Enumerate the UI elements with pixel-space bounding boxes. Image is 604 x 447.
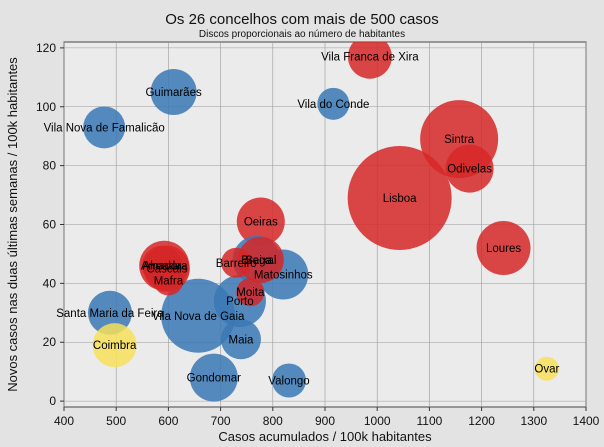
y-axis-label: Novos casos nas duas últimas semanas / 1… <box>5 57 20 392</box>
bubble-oeiras <box>236 197 285 246</box>
bubble-label: Loures <box>486 243 521 255</box>
y-tick-label: 60 <box>43 218 57 232</box>
x-tick-label: 600 <box>158 414 178 428</box>
y-tick-label: 120 <box>36 41 56 55</box>
y-tick-label: 20 <box>43 335 57 349</box>
x-tick-label: 1300 <box>520 414 547 428</box>
bubble-label: Braga <box>241 255 272 267</box>
bubbles-layer <box>83 42 559 402</box>
x-tick-label: 800 <box>263 414 283 428</box>
bubble-vila-do-conde <box>317 87 350 120</box>
bubble-label: Barreiro <box>216 258 257 270</box>
y-tick-label: 0 <box>49 394 56 408</box>
bubble-labels: Lisboa Sintra Vila Nova de Gaia Porto Loures… <box>44 52 560 388</box>
bubble-moita <box>236 278 265 307</box>
chart-subtitle: Discos proporcionais ao número de habita… <box>199 29 405 40</box>
bubble-odivelas <box>445 144 494 193</box>
y-tick-label: 40 <box>43 276 57 290</box>
x-tick-label: 1200 <box>468 414 495 428</box>
bubble-label: Oeiras <box>244 217 278 229</box>
bubble-label: Seixal <box>245 255 276 267</box>
bubble-maia <box>220 319 261 360</box>
bubble-lisboa <box>347 146 452 251</box>
bubble-label: Gondomar <box>187 373 242 385</box>
bubble-label: Odivelas <box>447 164 492 176</box>
bubble-label: Cascais <box>146 264 187 276</box>
bubble-label: Matosinhos <box>254 270 313 282</box>
bubble-label: Ovar <box>534 364 559 376</box>
bubble-ovar <box>534 356 559 381</box>
bubble-loures <box>476 221 531 276</box>
x-tick-label: 700 <box>211 414 231 428</box>
bubble-label: Amadora <box>141 261 188 273</box>
bubble-guimar-es <box>150 69 197 116</box>
bubble-label: Porto <box>226 296 254 308</box>
x-tick-label: 400 <box>54 414 74 428</box>
y-tick-label: 100 <box>36 100 56 114</box>
bubble-coimbra <box>92 323 137 368</box>
bubble-barreiro <box>221 247 252 278</box>
bubble-label: Sintra <box>444 134 475 146</box>
bubble-label: Coimbra <box>93 340 137 352</box>
bubble-gondomar <box>189 353 238 402</box>
bubble-label: Santa Maria da Feira <box>56 308 164 320</box>
bubble-label: Moita <box>236 287 265 299</box>
bubble-valongo <box>271 363 306 398</box>
x-tick-label: 900 <box>315 414 335 428</box>
x-tick-label: 500 <box>106 414 126 428</box>
bubble-label: Lisboa <box>383 193 417 205</box>
x-axis-ticks: 400 500 600 700 800 900 1000 1100 1200 1300 1400 <box>54 407 600 428</box>
bubble-vila-nova-de-famalic-o <box>83 106 126 149</box>
bubble-label: Maia <box>228 334 254 346</box>
bubble-mafra <box>153 265 184 296</box>
bubble-vila-franca-de-xira <box>347 42 392 79</box>
bubble-label: Vila do Conde <box>297 99 369 111</box>
y-axis-ticks: 0 20 40 60 80 100 120 <box>36 41 64 408</box>
bubble-label: Guimarães <box>145 87 201 99</box>
bubble-label: Mafra <box>154 275 184 287</box>
bubble-label: Vila Franca de Xira <box>321 52 419 64</box>
bubble-label: Almada <box>143 261 183 273</box>
x-tick-label: 1400 <box>573 414 600 428</box>
x-axis-label: Casos acumulados / 100k habitantes <box>218 429 432 444</box>
y-tick-label: 80 <box>43 159 57 173</box>
x-tick-label: 1100 <box>416 414 442 428</box>
bubble-seixal <box>237 236 284 283</box>
bubble-label: Valongo <box>268 376 309 388</box>
chart-title: Os 26 concelhos com mais de 500 casos <box>165 11 438 28</box>
bubble-label: Vila Nova de Famalicão <box>44 122 165 134</box>
x-tick-label: 1000 <box>364 414 391 428</box>
bubble-label: Vila Nova de Gaia <box>152 311 245 323</box>
bubble-santa-maria-da-feira <box>87 290 132 335</box>
